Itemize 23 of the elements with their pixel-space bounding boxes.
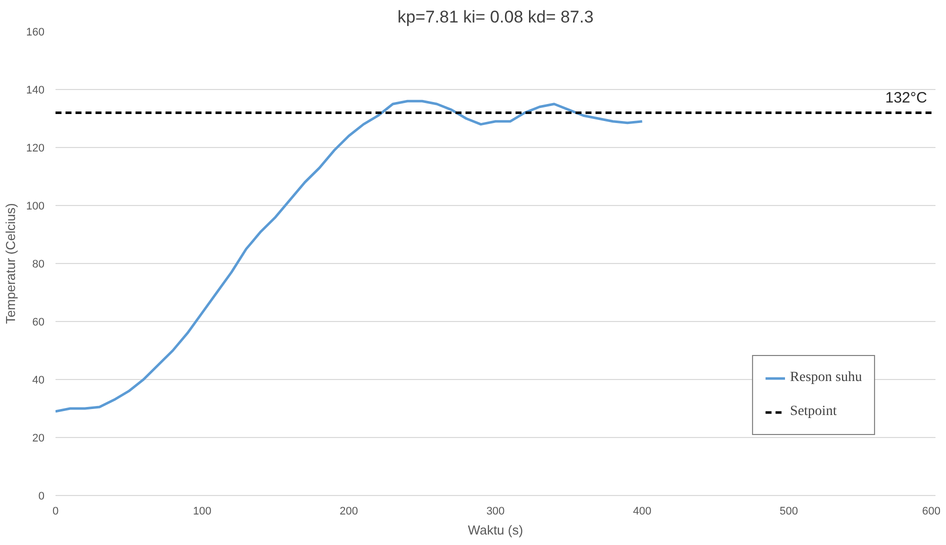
x-tick-label: 200 bbox=[340, 506, 358, 518]
y-tick-label: 20 bbox=[32, 432, 45, 444]
legend-label: Setpoint bbox=[790, 404, 837, 420]
y-tick-label: 60 bbox=[32, 316, 45, 328]
y-tick-label: 40 bbox=[32, 374, 45, 386]
annotation: 132°C bbox=[885, 90, 928, 107]
x-tick-label: 500 bbox=[780, 506, 798, 518]
x-tick-label: 400 bbox=[632, 506, 652, 518]
y-tick-label: 120 bbox=[26, 142, 45, 154]
chart-title: kp=7.81 ki= 0.08 kd= 87.3 bbox=[397, 8, 594, 26]
x-tick-label: 600 bbox=[922, 506, 941, 518]
y-axis-title: Temperatur (Celcius) bbox=[3, 203, 18, 324]
y-tick-label: 0 bbox=[38, 490, 45, 502]
line-series bbox=[56, 100, 644, 413]
y-tick-label: 140 bbox=[26, 84, 45, 96]
x-tick-label: 300 bbox=[486, 506, 505, 518]
x-tick-label: 100 bbox=[192, 506, 212, 518]
x-tick-label: 0 bbox=[52, 506, 59, 518]
y-tick-label: 100 bbox=[26, 200, 45, 212]
y-tick-label: 160 bbox=[26, 26, 45, 38]
legend-label: Respon suhu bbox=[790, 370, 862, 386]
y-tick-label: 80 bbox=[32, 258, 45, 270]
x-axis-title: Waktu (s) bbox=[468, 522, 524, 538]
